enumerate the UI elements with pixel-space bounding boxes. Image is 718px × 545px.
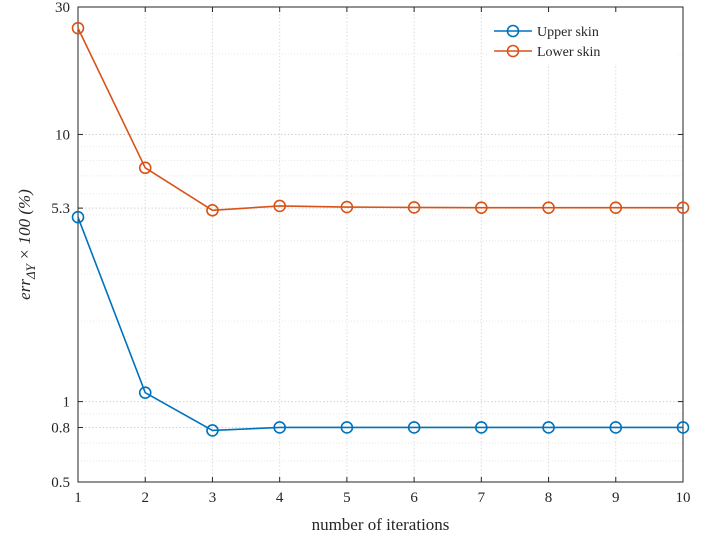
series-line bbox=[77, 27, 683, 212]
y-axis-label-rest: × 100 (%) bbox=[15, 189, 34, 260]
x-tick-label: 9 bbox=[612, 490, 620, 506]
data-point bbox=[407, 421, 421, 434]
data-point bbox=[340, 200, 354, 214]
x-tick-label: 8 bbox=[545, 490, 553, 506]
legend-label: Lower skin bbox=[537, 45, 600, 60]
legend-entry: Lower skin bbox=[494, 44, 600, 60]
y-tick-label: 0.5 bbox=[51, 475, 70, 491]
series-upper-skin bbox=[71, 210, 690, 437]
legend-entry: Upper skin bbox=[494, 24, 599, 40]
x-tick-label: 7 bbox=[478, 490, 486, 506]
y-axis-label-base: err bbox=[15, 279, 34, 300]
legend-box bbox=[488, 14, 678, 64]
data-point bbox=[542, 421, 555, 434]
data-point bbox=[407, 201, 421, 214]
x-tick-label: 10 bbox=[676, 490, 691, 506]
data-point bbox=[71, 21, 85, 35]
x-tick-label: 6 bbox=[410, 490, 418, 506]
data-point bbox=[71, 210, 85, 224]
data-point bbox=[475, 421, 488, 434]
data-point bbox=[340, 421, 354, 434]
y-tick-label: 0.8 bbox=[51, 420, 70, 436]
y-axis-label-subscript: ΔY bbox=[23, 262, 38, 280]
y-tick-label: 5.3 bbox=[51, 201, 70, 217]
x-axis-label: number of iterations bbox=[312, 515, 450, 534]
data-point bbox=[138, 386, 152, 399]
y-axis-label: errΔY × 100 (%) bbox=[15, 189, 38, 300]
legend-marker bbox=[506, 24, 520, 38]
y-tick-label: 10 bbox=[55, 127, 70, 143]
x-tick-label: 3 bbox=[209, 490, 217, 506]
series-line bbox=[77, 216, 683, 432]
y-tick-label: 30 bbox=[55, 0, 70, 16]
data-point bbox=[676, 421, 690, 434]
data-point bbox=[206, 204, 219, 217]
data-point bbox=[206, 424, 219, 437]
axis-ticks: 1 2 3 4 5 6 7 8 9 10 0.5 0.8 1 5.3 10 30 bbox=[51, 0, 690, 506]
data-point bbox=[676, 201, 690, 214]
data-point bbox=[609, 421, 623, 434]
series-lower-skin bbox=[71, 21, 690, 217]
data-point bbox=[475, 201, 488, 214]
plot-frame bbox=[77, 6, 684, 483]
x-tick-label: 2 bbox=[141, 490, 149, 506]
x-tick-label: 5 bbox=[343, 490, 351, 506]
series-layer bbox=[71, 21, 690, 437]
grid bbox=[78, 7, 683, 482]
legend: Upper skin Lower skin bbox=[488, 14, 678, 64]
data-point bbox=[273, 421, 286, 434]
x-tick-label: 1 bbox=[74, 490, 82, 506]
legend-label: Upper skin bbox=[537, 25, 599, 40]
y-tick-label: 1 bbox=[63, 395, 71, 411]
data-point bbox=[609, 201, 623, 214]
legend-marker bbox=[506, 44, 520, 58]
data-point bbox=[138, 161, 152, 175]
x-tick-label: 4 bbox=[276, 490, 284, 506]
data-point bbox=[273, 199, 286, 213]
data-point bbox=[542, 201, 555, 214]
